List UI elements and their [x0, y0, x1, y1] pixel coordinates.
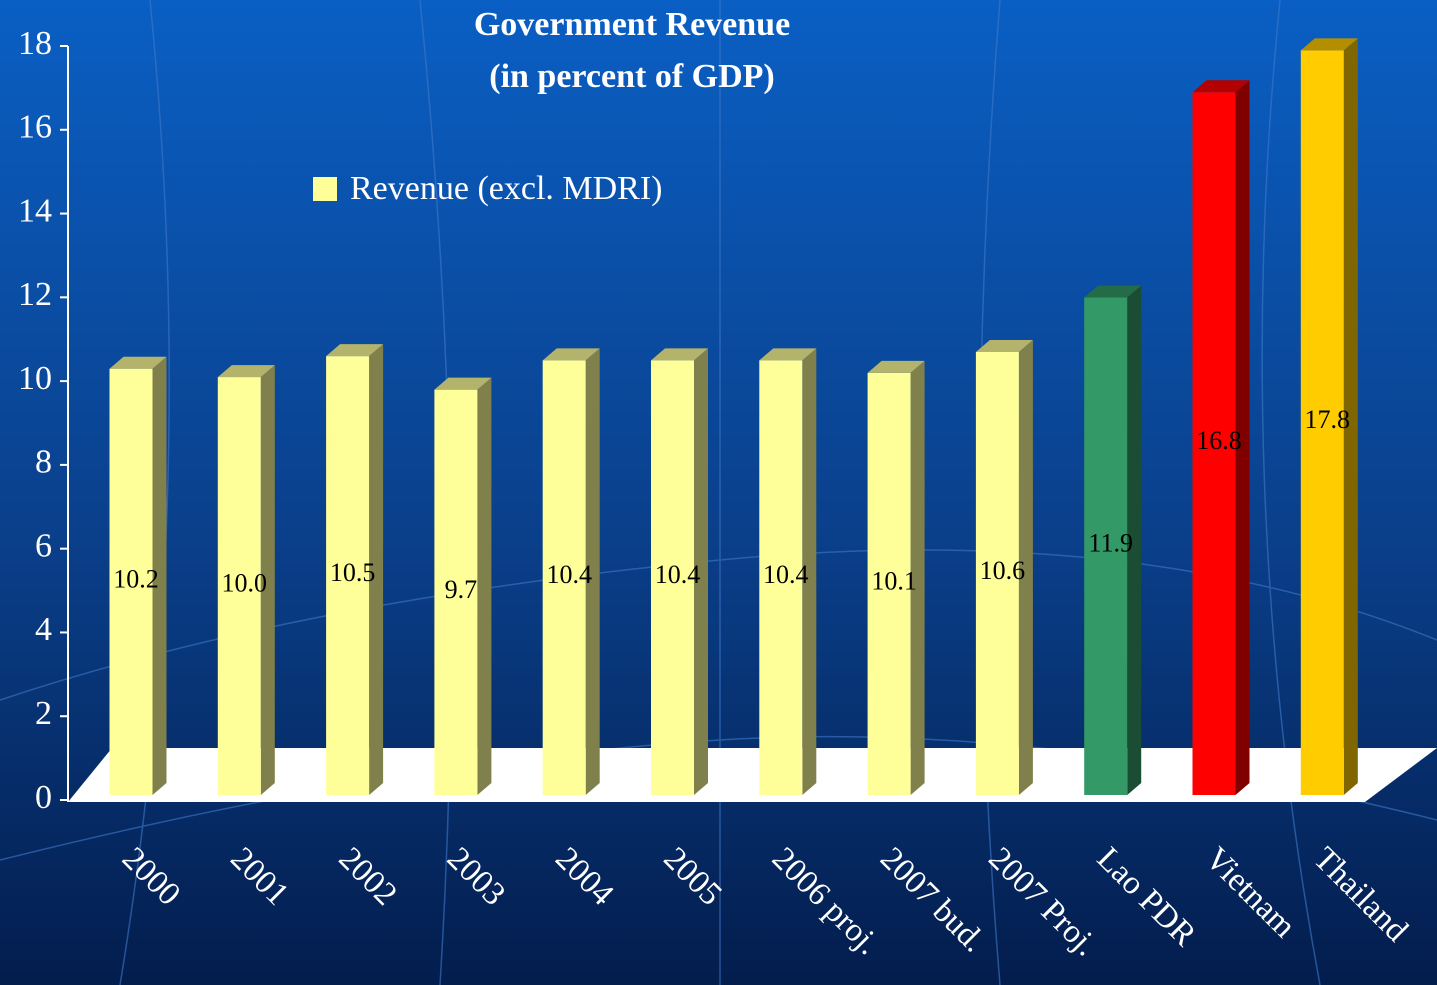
bar [326, 356, 370, 795]
value-label: 10.4 [763, 560, 809, 589]
value-label: 10.5 [330, 558, 376, 587]
bar-top [326, 344, 384, 357]
bar [1192, 92, 1236, 796]
y-tick-label: 14 [18, 192, 52, 229]
bar-top [434, 377, 492, 390]
value-label: 10.4 [655, 560, 701, 589]
bar-side [369, 344, 384, 795]
bar [867, 372, 911, 795]
bar [975, 351, 1019, 795]
y-tick-label: 8 [35, 444, 52, 481]
y-tick-label: 18 [18, 25, 52, 62]
y-tick-label: 0 [35, 779, 52, 816]
y-tick-label: 6 [35, 527, 52, 564]
value-label: 10.6 [980, 556, 1026, 585]
bar-side [802, 348, 817, 795]
bar-top [1300, 38, 1358, 51]
bar-side [910, 360, 925, 795]
bar [542, 360, 586, 795]
chart-title: Government Revenue [474, 6, 790, 43]
y-tick-label: 10 [18, 360, 52, 397]
bar-top [1084, 285, 1142, 298]
bar-side [694, 348, 708, 795]
bar-top [759, 348, 817, 361]
bar-side [260, 365, 275, 795]
value-label: 9.7 [445, 575, 478, 604]
bar-top [217, 365, 275, 378]
bar-side [1018, 339, 1033, 795]
legend-swatch [313, 177, 337, 201]
value-label: 10.4 [546, 560, 592, 589]
bar-top [542, 348, 600, 361]
value-label: 16.8 [1196, 426, 1242, 455]
y-tick-label: 16 [18, 109, 52, 146]
bar-top [867, 360, 925, 373]
bar [109, 368, 153, 795]
bar [759, 360, 803, 795]
legend-label: Revenue (excl. MDRI) [350, 170, 663, 207]
value-label: 10.1 [871, 566, 917, 595]
bar [1084, 297, 1128, 795]
bar-side [1127, 285, 1142, 795]
value-label: 10.2 [113, 564, 159, 593]
chart-subtitle: (in percent of GDP) [489, 58, 774, 95]
y-tick-label: 2 [35, 695, 52, 732]
y-tick-label: 4 [35, 611, 52, 648]
bar [217, 377, 261, 795]
value-label: 10.0 [222, 569, 268, 598]
bar-side [1343, 38, 1358, 795]
bar-side [477, 377, 492, 795]
bar-side [585, 348, 600, 795]
bar-top [975, 339, 1033, 352]
bar [434, 389, 478, 795]
bar [1300, 50, 1344, 795]
bar-top [651, 348, 708, 361]
bar-side [152, 356, 167, 795]
bar-top [1192, 80, 1250, 93]
value-label: 11.9 [1088, 529, 1133, 558]
bar-top [109, 356, 167, 369]
y-tick-label: 12 [18, 276, 52, 313]
value-label: 17.8 [1305, 405, 1351, 434]
bar [651, 360, 694, 795]
bar-side [1235, 80, 1250, 796]
